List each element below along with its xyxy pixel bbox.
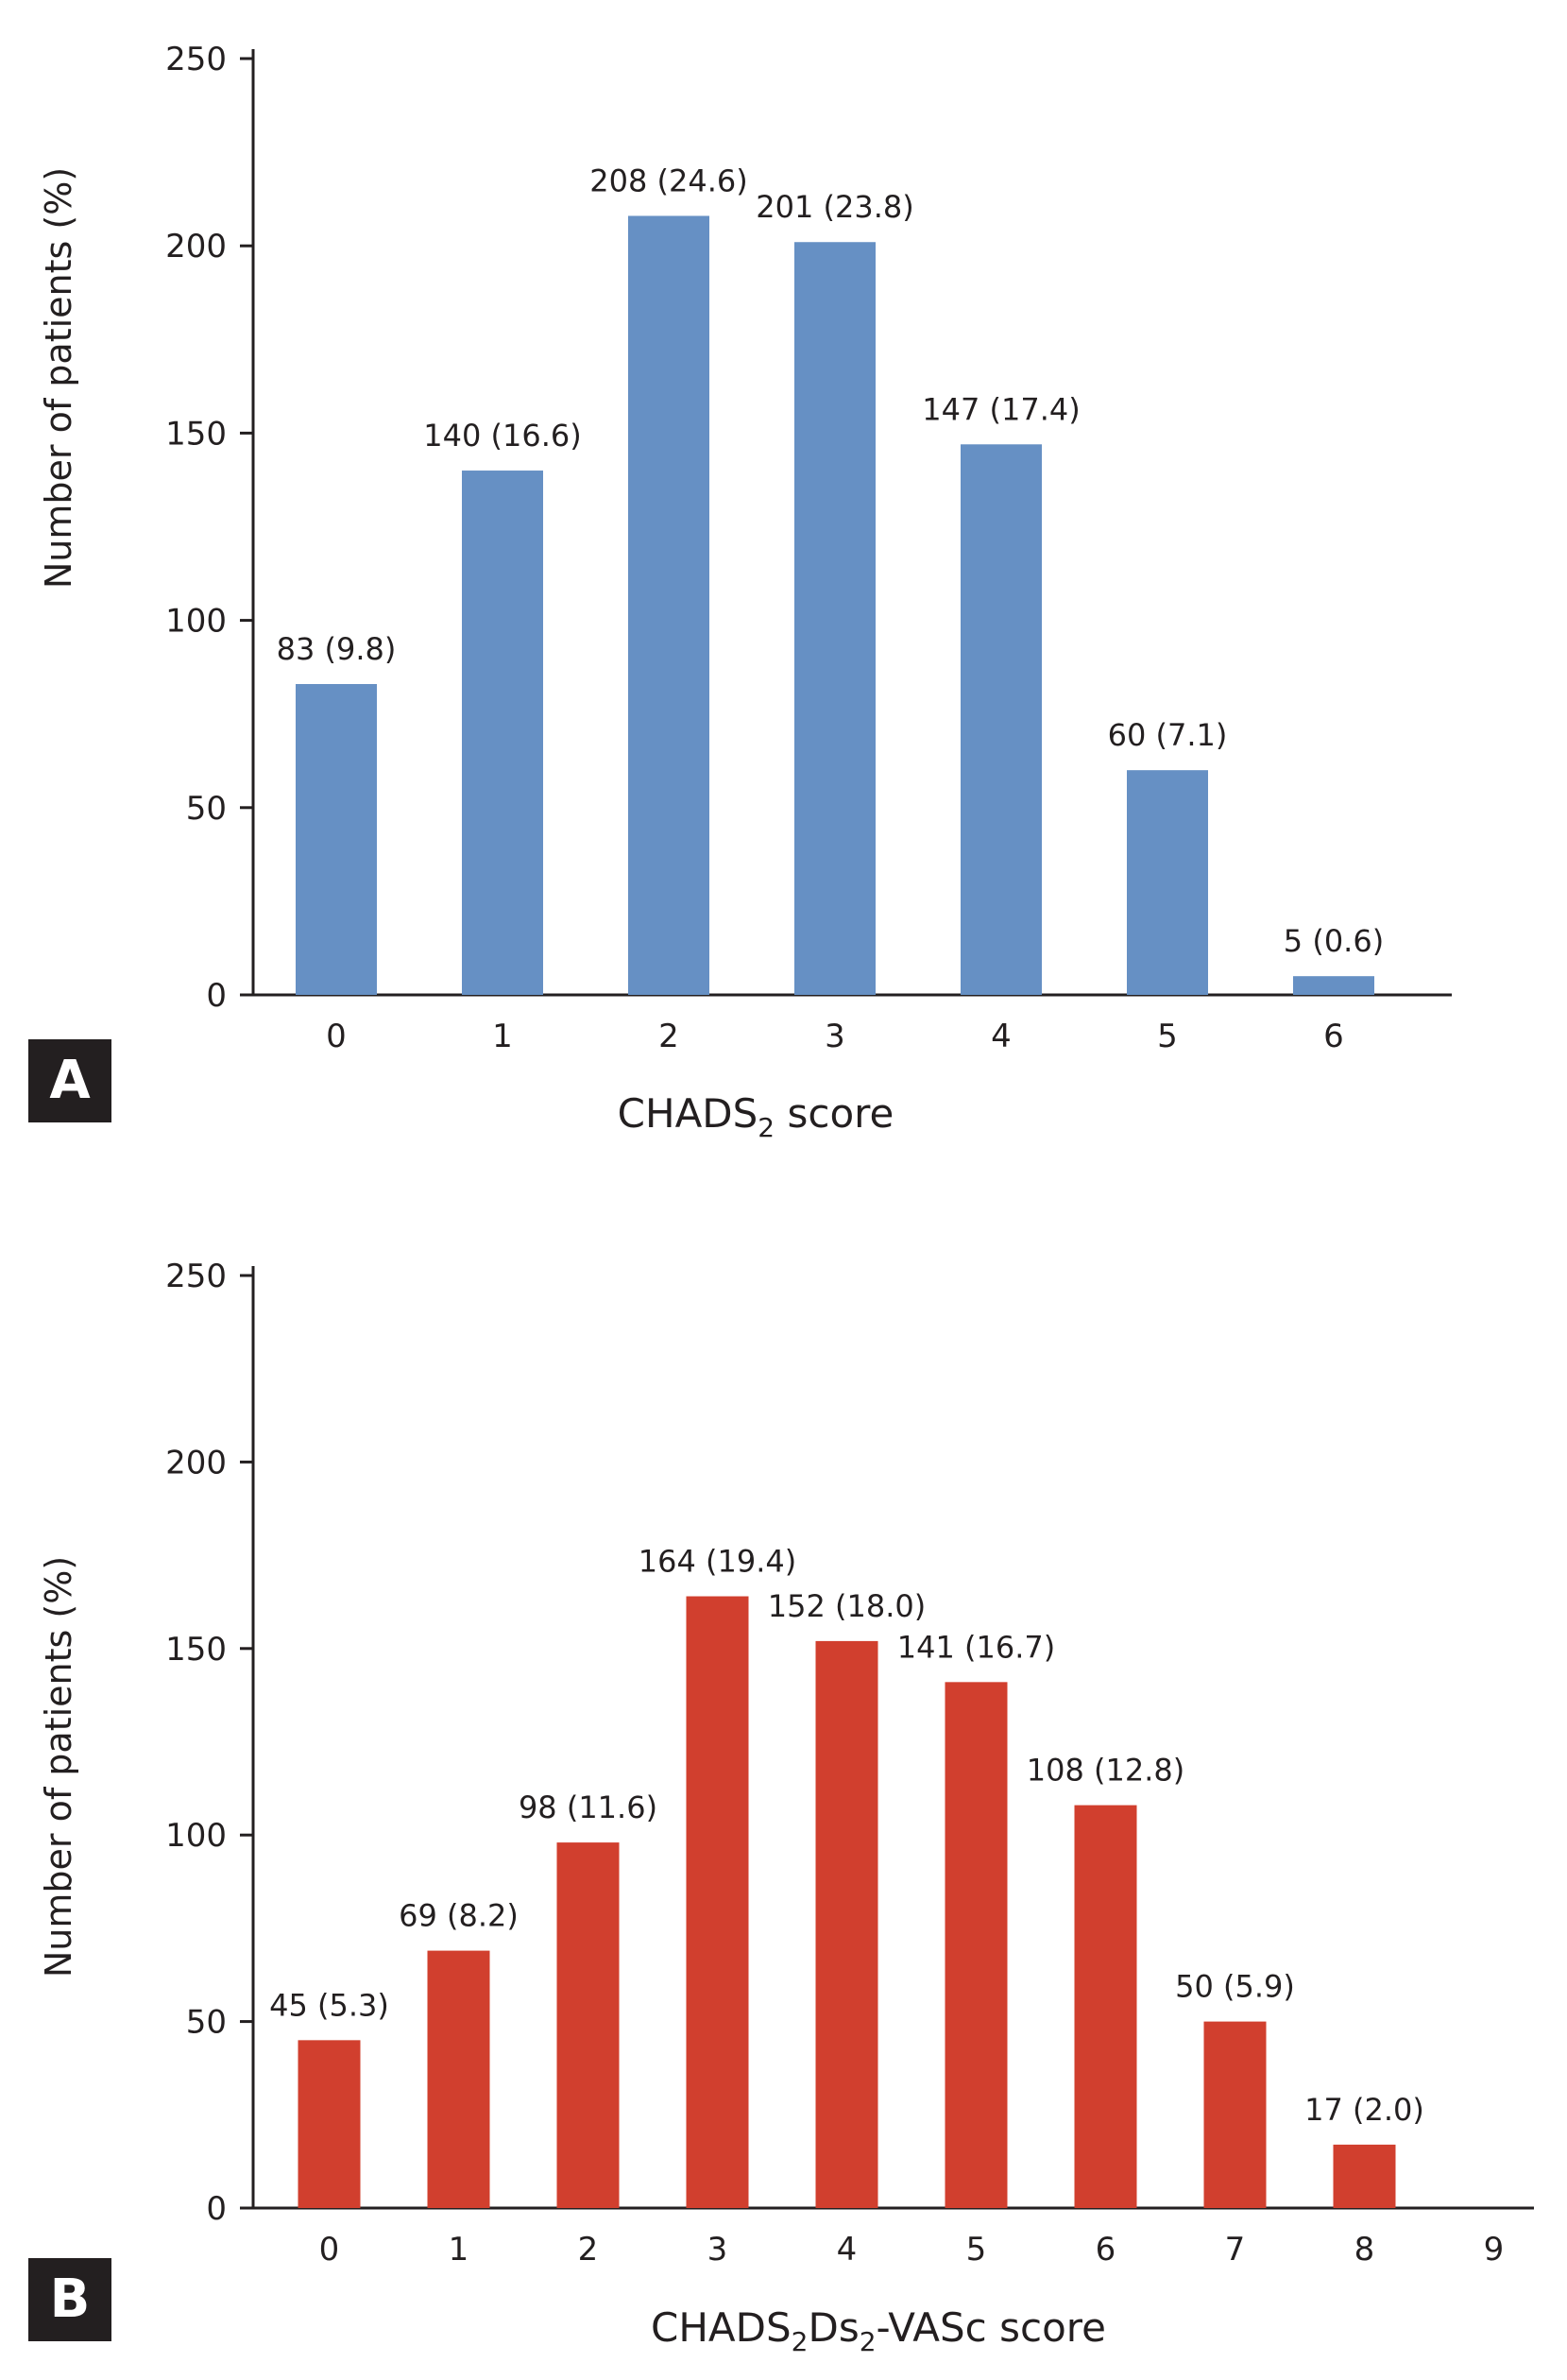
data-label: 201 (23.8) — [756, 189, 913, 225]
x-tick-label: 3 — [707, 2231, 728, 2269]
bar — [556, 1842, 620, 2208]
x-tick-label: 4 — [991, 1018, 1012, 1055]
x-tick-label: 0 — [326, 1018, 347, 1055]
y-tick-label: 150 — [165, 1631, 227, 1669]
bar — [1333, 2144, 1396, 2208]
data-label: 141 (16.7) — [897, 1629, 1055, 1665]
bar — [298, 2040, 361, 2208]
x-tick-label: 3 — [825, 1018, 845, 1055]
y-tick-label: 200 — [165, 1444, 227, 1481]
data-label: 98 (11.6) — [519, 1789, 657, 1825]
x-tick-label: 5 — [1157, 1018, 1178, 1055]
data-label: 83 (9.8) — [277, 631, 397, 667]
bar — [1074, 1805, 1137, 2208]
y-tick-label: 100 — [165, 1817, 227, 1855]
x-tick-label: 5 — [966, 2231, 987, 2269]
bar — [794, 242, 876, 996]
y-tick-label: 50 — [186, 790, 227, 828]
bar — [427, 1950, 490, 2208]
bar — [686, 1596, 749, 2208]
x-tick-label: 1 — [492, 1018, 513, 1055]
x-tick-label: 6 — [1323, 1018, 1344, 1055]
bar — [945, 1682, 1008, 2208]
x-tick-label: 1 — [449, 2231, 469, 2269]
bar — [1203, 2021, 1267, 2208]
x-tick-label: 2 — [578, 2231, 599, 2269]
x-axis-title: CHADS2 score — [618, 1090, 894, 1143]
data-label: 50 (5.9) — [1175, 1969, 1295, 2005]
data-label: 164 (19.4) — [639, 1544, 796, 1580]
bar — [1293, 976, 1374, 995]
x-tick-label: 9 — [1484, 2231, 1505, 2269]
x-tick-label: 8 — [1354, 2231, 1375, 2269]
x-tick-label: 4 — [837, 2231, 858, 2269]
bar — [1127, 770, 1208, 995]
y-axis-title: Number of patients (%) — [38, 1556, 79, 1978]
bar — [296, 683, 377, 995]
data-label: 140 (16.6) — [423, 418, 581, 454]
bar — [628, 215, 709, 995]
y-tick-label: 100 — [165, 603, 227, 641]
data-label: 60 (7.1) — [1108, 717, 1228, 753]
data-label: 152 (18.0) — [768, 1588, 926, 1624]
chart-panel-b: 0 50 100 150 200 250 45 (5.3) 0 69 (8.2) 1 98 (11.… — [0, 1162, 1567, 2380]
y-tick-label: 0 — [206, 2190, 227, 2228]
bar — [462, 471, 543, 995]
chart-panel-a: 0 50 100 150 200 250 83 (9.8) 0 140 (16.6) 1 208 (… — [0, 0, 1567, 1162]
y-tick-label: 150 — [165, 415, 227, 453]
data-label: 147 (17.4) — [922, 391, 1080, 427]
panel-label-a: A — [28, 1039, 111, 1122]
x-tick-label: 6 — [1096, 2231, 1116, 2269]
x-tick-label: 0 — [319, 2231, 340, 2269]
x-axis-title: CHADS2Ds2-VASc score — [651, 2304, 1106, 2357]
y-tick-label: 50 — [186, 2004, 227, 2042]
y-axis-title: Number of patients (%) — [38, 167, 79, 589]
data-label: 17 (2.0) — [1304, 2092, 1424, 2128]
y-tick-label: 250 — [165, 41, 227, 78]
data-label: 208 (24.6) — [589, 163, 747, 198]
cha2ds2-vasc-bar-chart: 0 50 100 150 200 250 45 (5.3) 0 69 (8.2) 1 98 (11.… — [38, 1258, 1534, 2357]
y-tick-label: 0 — [206, 977, 227, 1015]
x-tick-label: 2 — [658, 1018, 679, 1055]
x-tick-label: 7 — [1225, 2231, 1246, 2269]
y-tick-label: 200 — [165, 228, 227, 265]
data-label: 45 (5.3) — [269, 1987, 389, 2023]
chadsscore-bar-chart: 0 50 100 150 200 250 83 (9.8) 0 140 (16.6) 1 208 (… — [38, 41, 1452, 1143]
bar — [815, 1640, 878, 2208]
data-label: 5 (0.6) — [1284, 923, 1384, 959]
bar — [961, 444, 1042, 995]
data-label: 108 (12.8) — [1027, 1753, 1184, 1789]
y-tick-label: 250 — [165, 1258, 227, 1295]
panel-label-b: B — [28, 2258, 111, 2341]
data-label: 69 (8.2) — [399, 1898, 519, 1934]
